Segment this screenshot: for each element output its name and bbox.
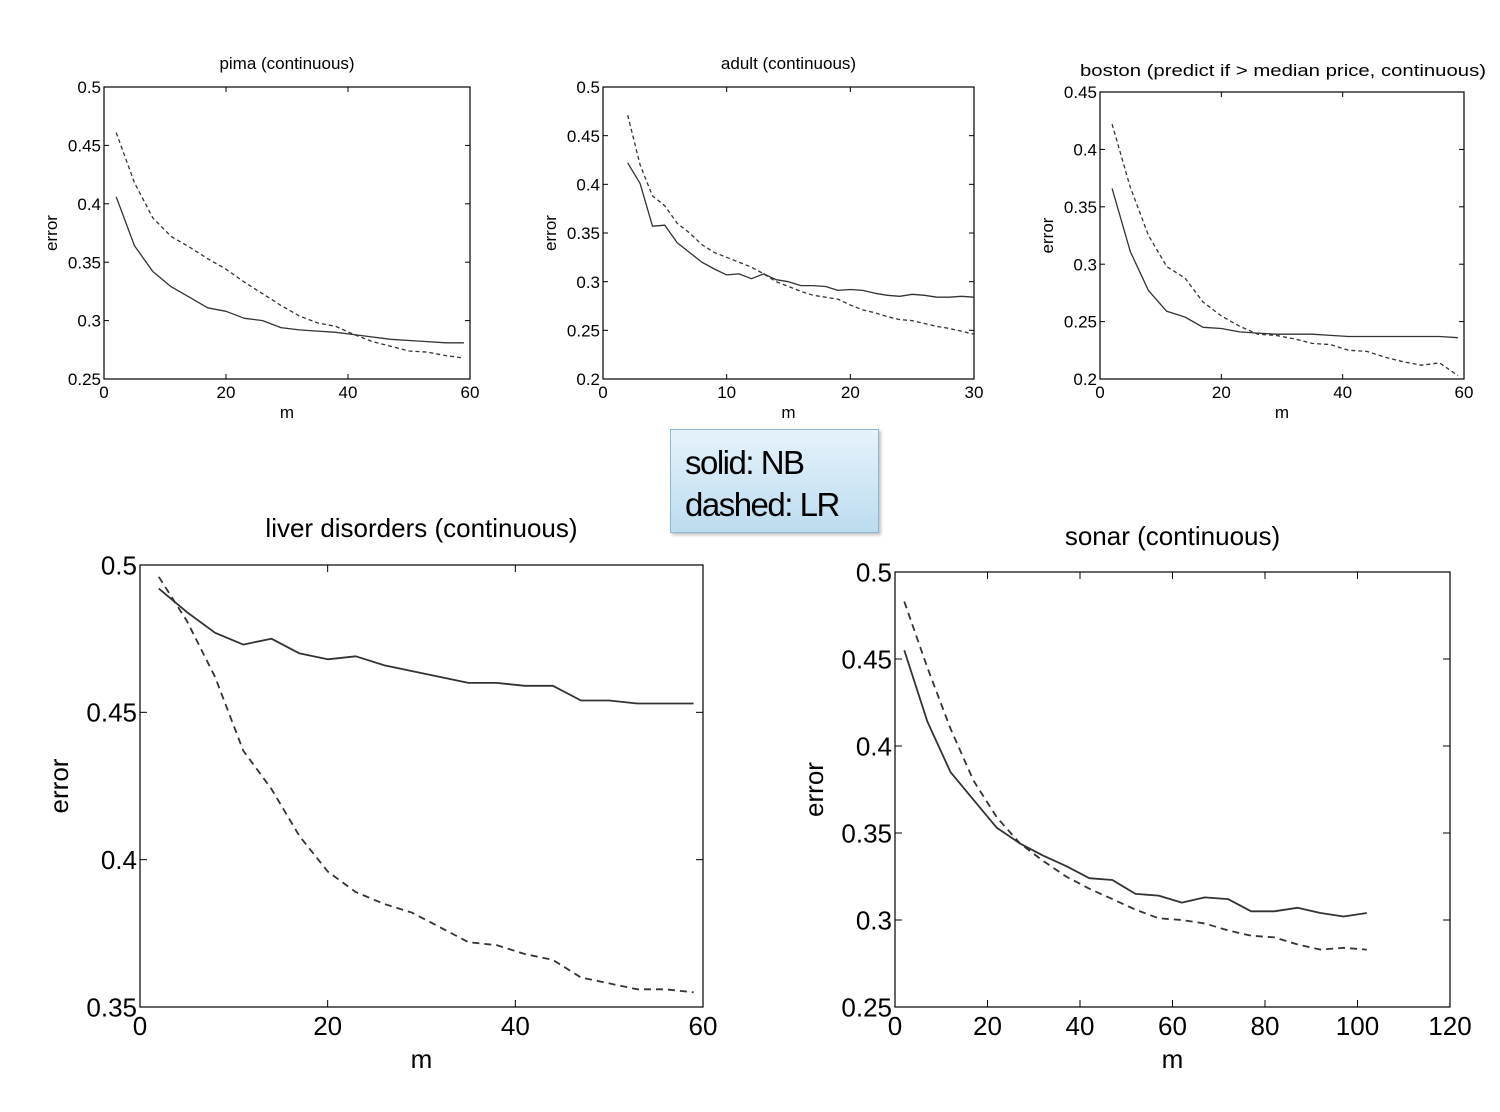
chart-2: 0 20 40 60 0.2 0.25 0.3 0.35 0.4 0.45 boston (pred… bbox=[1038, 61, 1486, 422]
x-axis-label: m bbox=[781, 403, 795, 422]
y-tick-label: 0.2 bbox=[576, 370, 600, 389]
x-tick-label: 10 bbox=[717, 383, 736, 402]
plot-frame bbox=[103, 86, 471, 380]
x-tick-label: 80 bbox=[1251, 1011, 1280, 1041]
x-tick-label: 30 bbox=[965, 383, 984, 402]
chart-title: pima (continuous) bbox=[219, 54, 354, 73]
y-tick-label: 0.4 bbox=[1073, 141, 1097, 160]
x-tick-label: 0 bbox=[1095, 383, 1104, 402]
x-tick-label: 40 bbox=[501, 1011, 530, 1041]
x-tick-label: 40 bbox=[1333, 383, 1352, 402]
x-axis-label: m bbox=[1162, 1044, 1184, 1074]
y-tick-label: 0.45 bbox=[567, 127, 600, 146]
series-line-nb bbox=[903, 650, 1367, 918]
plot-frame bbox=[139, 564, 704, 1008]
x-tick-label: 0 bbox=[888, 1011, 902, 1041]
series-line-nb bbox=[158, 587, 694, 705]
series-line-lr bbox=[158, 576, 694, 994]
series-line-nb bbox=[627, 162, 975, 298]
y-tick-label: 0.45 bbox=[68, 137, 101, 156]
y-axis-label: error bbox=[1038, 217, 1057, 253]
y-axis-label: error bbox=[44, 758, 74, 813]
y-tick-label: 0.35 bbox=[68, 253, 101, 272]
plot-frame bbox=[1099, 91, 1465, 380]
x-axis-label: m bbox=[411, 1044, 433, 1074]
series-line-nb bbox=[115, 196, 464, 344]
y-tick-label: 0.45 bbox=[841, 644, 892, 674]
y-tick-label: 0.3 bbox=[856, 905, 892, 935]
y-tick-label: 0.4 bbox=[77, 195, 101, 214]
plot-frame bbox=[894, 571, 1451, 1008]
y-axis-label: error bbox=[541, 215, 560, 251]
legend-dashed-label: dashed: LR bbox=[685, 486, 840, 523]
chart-4: 0 20 40 60 80 100 120 0.25 0.3 0.35 0.4 0.45 0.5 sona… bbox=[799, 521, 1472, 1074]
x-tick-label: 40 bbox=[1066, 1011, 1095, 1041]
chart-1: 0 10 20 30 0.2 0.25 0.3 0.35 0.4 0.45 0.5 adult (co… bbox=[541, 54, 983, 422]
y-tick-label: 0.25 bbox=[841, 992, 892, 1022]
y-tick-label: 0.3 bbox=[1073, 255, 1097, 274]
y-tick-label: 0.5 bbox=[77, 78, 101, 97]
x-tick-label: 60 bbox=[1158, 1011, 1187, 1041]
x-tick-label: 0 bbox=[99, 383, 108, 402]
y-tick-label: 0.45 bbox=[1064, 83, 1097, 102]
series-line-lr bbox=[1111, 123, 1459, 377]
y-tick-label: 0.25 bbox=[1064, 313, 1097, 332]
y-tick-label: 0.45 bbox=[86, 698, 137, 728]
x-tick-label: 100 bbox=[1336, 1011, 1379, 1041]
y-tick-label: 0.25 bbox=[68, 370, 101, 389]
x-tick-label: 20 bbox=[1212, 383, 1231, 402]
y-tick-label: 0.2 bbox=[1073, 370, 1097, 389]
x-axis-label: m bbox=[280, 403, 294, 422]
y-tick-label: 0.35 bbox=[86, 992, 137, 1022]
y-tick-label: 0.5 bbox=[101, 550, 137, 580]
x-tick-label: 60 bbox=[1455, 383, 1474, 402]
x-tick-label: 120 bbox=[1428, 1011, 1471, 1041]
y-axis-label: error bbox=[42, 215, 61, 251]
series-line-lr bbox=[627, 115, 975, 335]
x-tick-label: 0 bbox=[598, 383, 607, 402]
y-tick-label: 0.5 bbox=[856, 557, 892, 587]
series-line-lr bbox=[903, 601, 1367, 951]
x-tick-label: 60 bbox=[689, 1011, 718, 1041]
x-tick-label: 40 bbox=[339, 383, 358, 402]
x-tick-label: 20 bbox=[313, 1011, 342, 1041]
y-tick-label: 0.35 bbox=[841, 818, 892, 848]
x-tick-label: 20 bbox=[973, 1011, 1002, 1041]
y-tick-label: 0.4 bbox=[101, 845, 137, 875]
y-axis-label: error bbox=[799, 762, 829, 817]
x-tick-label: 20 bbox=[841, 383, 860, 402]
legend-box: solid: NB dashed: LR bbox=[670, 429, 879, 533]
y-tick-label: 0.25 bbox=[567, 321, 600, 340]
chart-title: adult (continuous) bbox=[721, 54, 856, 73]
y-tick-label: 0.35 bbox=[1064, 198, 1097, 217]
series-line-nb bbox=[1111, 188, 1458, 339]
y-tick-label: 0.35 bbox=[567, 224, 600, 243]
x-axis-label: m bbox=[1275, 403, 1289, 422]
x-tick-label: 0 bbox=[133, 1011, 147, 1041]
y-tick-label: 0.5 bbox=[576, 78, 600, 97]
chart-title: liver disorders (continuous) bbox=[265, 513, 577, 543]
x-tick-label: 20 bbox=[217, 383, 236, 402]
chart-title: sonar (continuous) bbox=[1065, 521, 1280, 551]
y-tick-label: 0.4 bbox=[856, 731, 892, 761]
series-line-lr bbox=[115, 132, 464, 359]
legend-solid-label: solid: NB bbox=[685, 444, 805, 481]
y-tick-label: 0.4 bbox=[576, 175, 600, 194]
chart-0: 0 20 40 60 0.25 0.3 0.35 0.4 0.45 0.5 pima (contin… bbox=[42, 54, 479, 422]
y-tick-label: 0.3 bbox=[576, 273, 600, 292]
chart-title: boston (predict if > median price, conti… bbox=[1080, 61, 1486, 80]
plot-frame bbox=[602, 86, 975, 380]
x-tick-label: 60 bbox=[461, 383, 480, 402]
y-tick-label: 0.3 bbox=[77, 312, 101, 331]
chart-3: 0 20 40 60 0.35 0.4 0.45 0.5 liver disorders (co… bbox=[44, 513, 717, 1074]
